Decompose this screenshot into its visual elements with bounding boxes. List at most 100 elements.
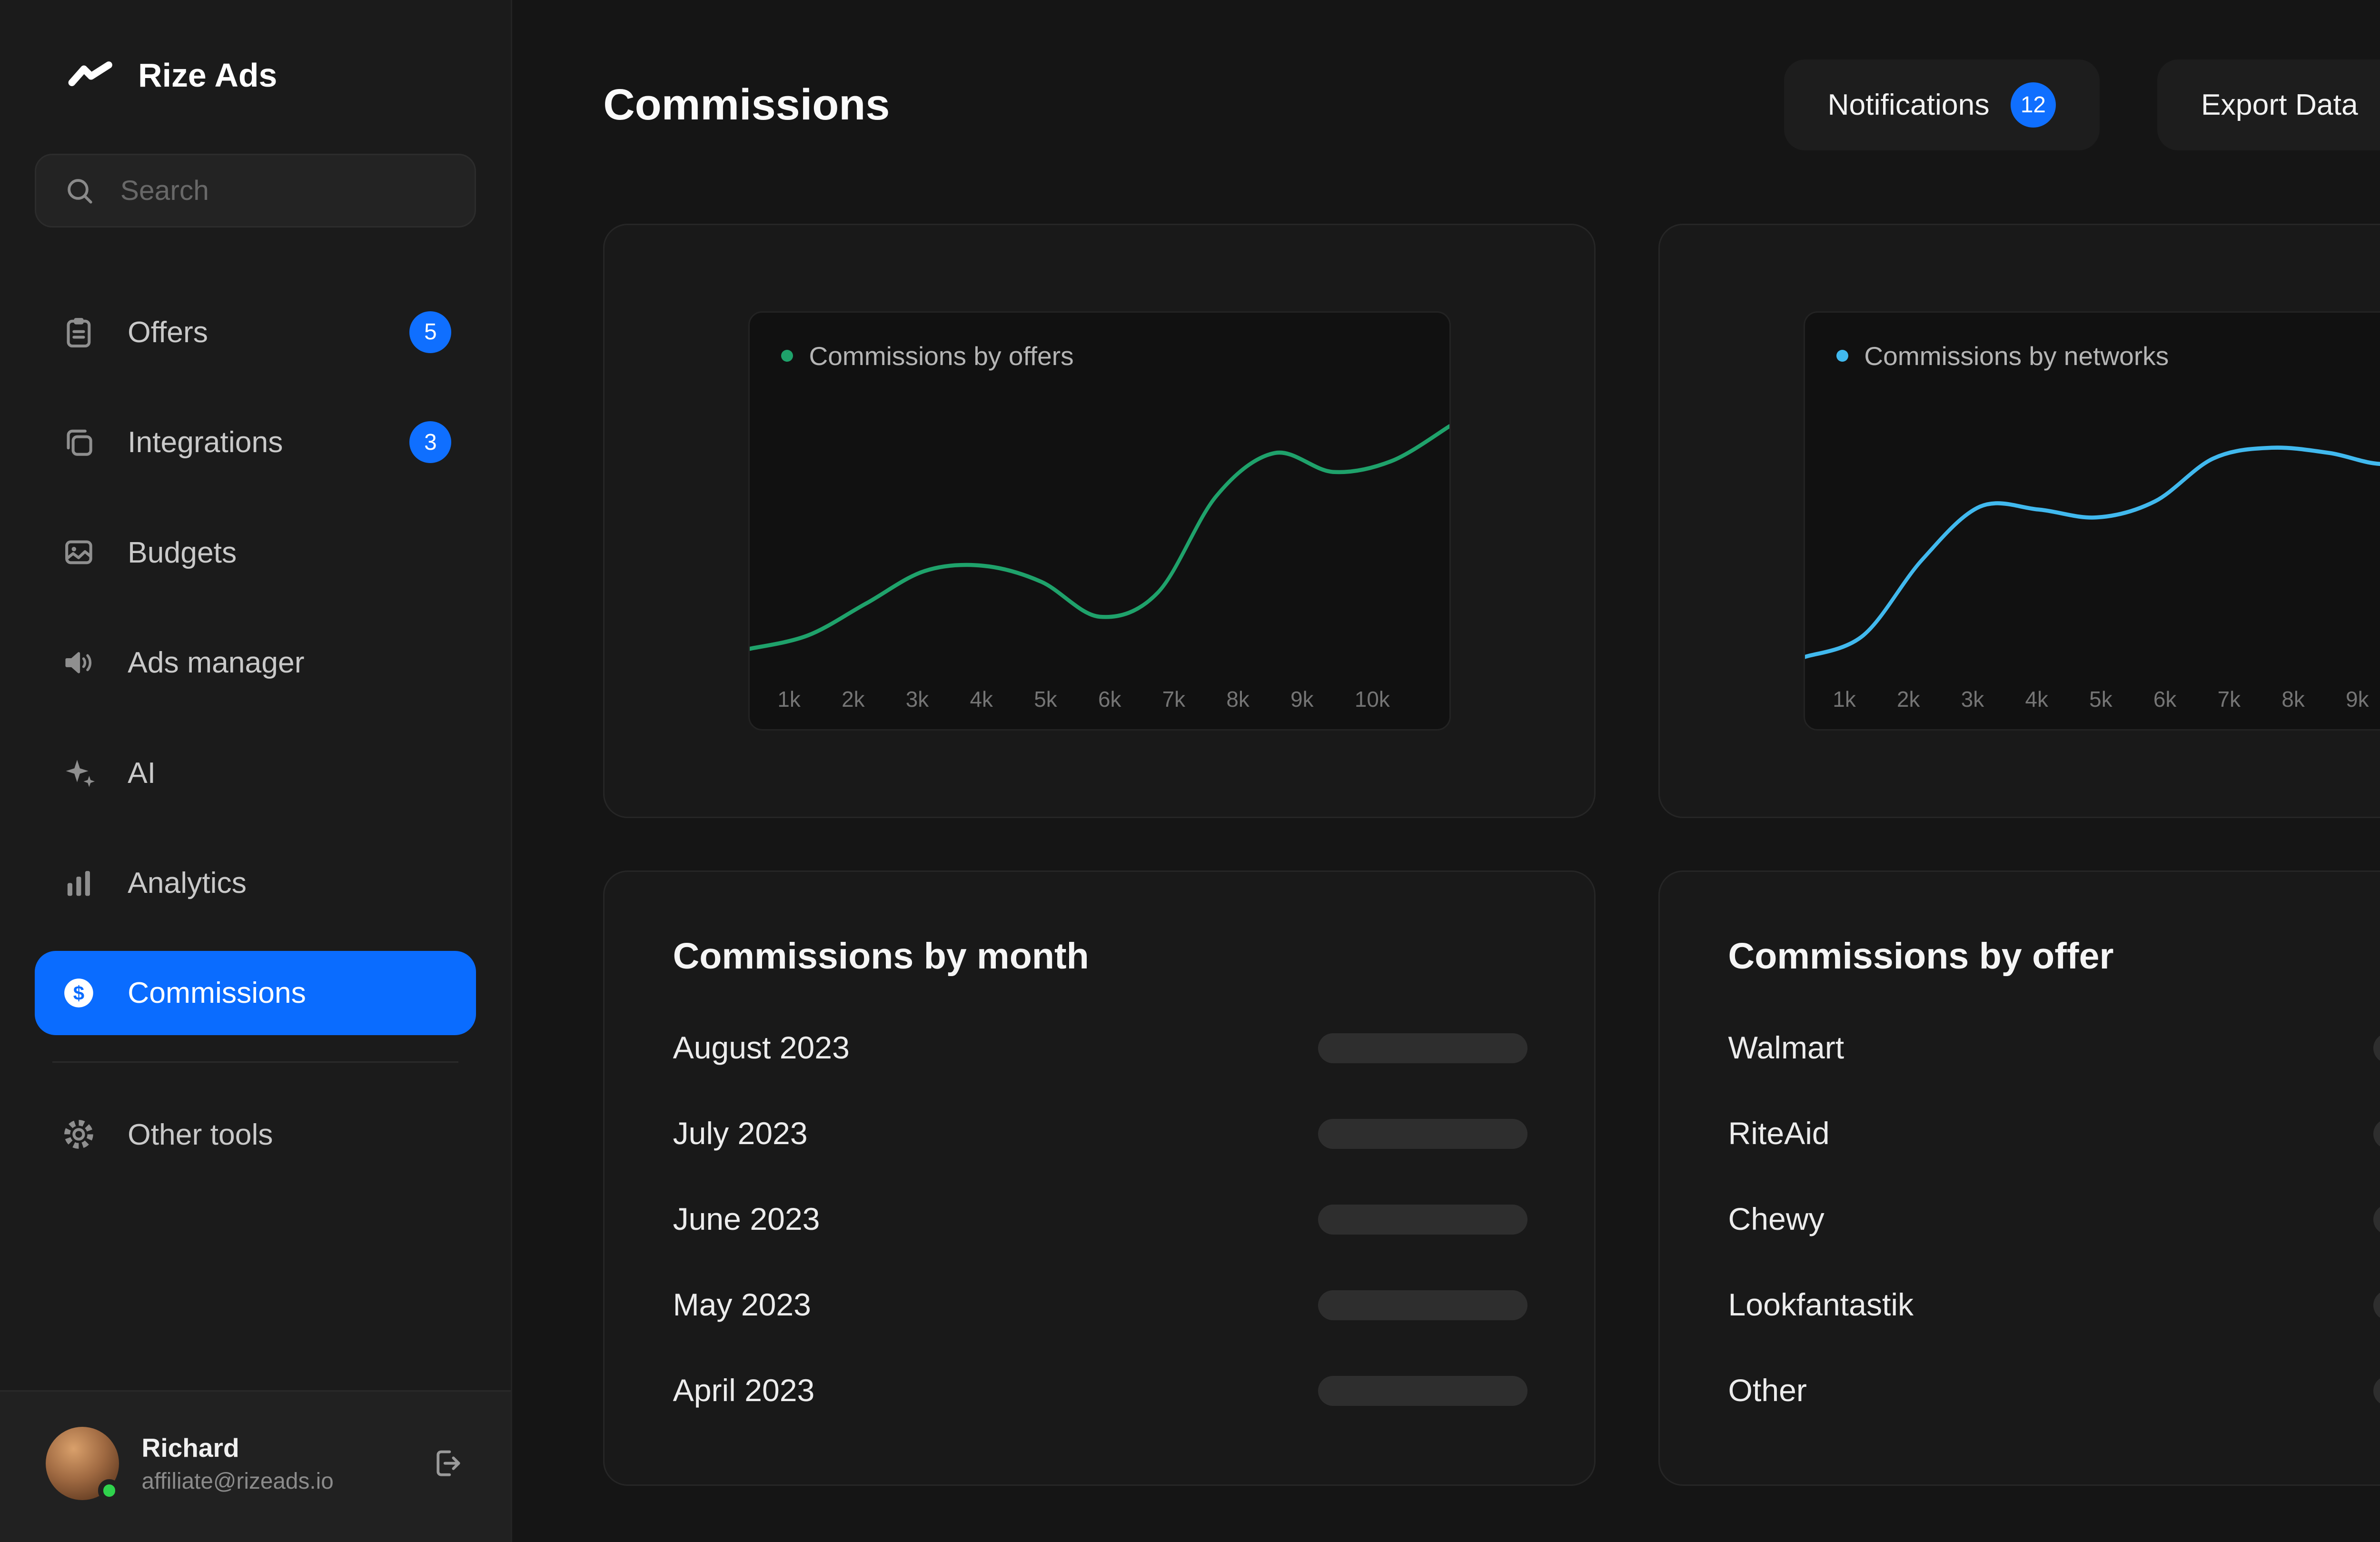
offers-line-chart: [749, 424, 1449, 651]
list-rows: August 2023 July 2023 June 2023 May 2023 Apr…: [657, 1005, 1528, 1433]
logout-icon: [436, 1450, 460, 1476]
search-box[interactable]: [35, 154, 476, 227]
notifications-button[interactable]: Notifications 12: [1784, 59, 2100, 150]
x-axis-ticks: 1k 2k 3k 4k 5k 6k 7k 8k 9k 10k: [750, 682, 1449, 712]
sidebar-item-other-tools[interactable]: Other tools: [35, 1093, 476, 1176]
rize-ads-logo-icon: [67, 56, 116, 95]
sidebar-item-budgets[interactable]: Budgets: [35, 511, 476, 594]
value-placeholder-bar: [1318, 1290, 1528, 1320]
export-data-button[interactable]: Export Data: [2157, 59, 2380, 150]
value-placeholder-bar: [1318, 1033, 1528, 1063]
list-row-may-2023: May 2023: [657, 1262, 1528, 1348]
search-input[interactable]: [117, 173, 448, 208]
item-count-badge: 5: [409, 311, 452, 353]
value-placeholder-bar: [2373, 1119, 2380, 1149]
value-placeholder-bar: [2373, 1376, 2380, 1406]
x-axis-tick-label: 6k: [1098, 686, 1121, 712]
main-content: Commissions Notifications 12 Export Data…: [512, 0, 2380, 1542]
x-axis-tick-label: 7k: [1162, 686, 1186, 712]
notifications-count-badge: 12: [2010, 82, 2056, 128]
legend-label: Commissions by offers: [809, 341, 1074, 371]
commissions-icon: $: [60, 974, 98, 1012]
online-status-dot: [98, 1479, 121, 1502]
sidebar-item-integrations[interactable]: Integrations 3: [35, 400, 476, 484]
integrations-icon: [60, 423, 98, 462]
chart-legend: Commissions by offers: [750, 341, 1449, 371]
value-placeholder-bar: [1318, 1376, 1528, 1406]
sidebar-item-offers[interactable]: Offers 5: [35, 290, 476, 374]
list-title: Commissions by offer: [1728, 935, 2114, 977]
list-row-walmart: Walmart: [1713, 1005, 2380, 1091]
avatar: [45, 1426, 121, 1502]
networks-chart-panel: Commissions by networks 1k 2k 3k 4k 5k 6k 7k 8k…: [1803, 311, 2380, 731]
networks-chart-card: Commissions by networks 1k 2k 3k 4k 5k 6k 7k 8k…: [1658, 224, 2380, 819]
value-placeholder-bar: [2373, 1205, 2380, 1235]
user-email: affiliate@rizeads.io: [141, 1468, 334, 1494]
legend-dot: [1836, 349, 1849, 362]
commissions-by-offer-card: Commissions by offer Walmart RiteAid Chewy…: [1658, 870, 2380, 1486]
ads-manager-icon: [60, 643, 98, 682]
x-axis-tick-label: 8k: [1226, 686, 1250, 712]
list-row-august-2023: August 2023: [657, 1005, 1528, 1091]
x-axis-tick-label: 2k: [1897, 686, 1920, 712]
x-axis-tick-label: 4k: [2025, 686, 2048, 712]
page-header: Commissions Notifications 12 Export Data…: [603, 59, 2380, 150]
user-panel: Richard affiliate@rizeads.io: [0, 1390, 511, 1542]
item-count-badge: 3: [409, 421, 452, 464]
networks-line-chart: [1805, 445, 2380, 659]
x-axis-tick-label: 7k: [2217, 686, 2241, 712]
list-row-june-2023: June 2023: [657, 1176, 1528, 1262]
header-actions: Notifications 12 Export Data Monthly: [1784, 59, 2380, 150]
offers-icon: [60, 313, 98, 352]
x-axis-tick-label: 4k: [970, 686, 993, 712]
x-axis-tick-label: 9k: [2346, 686, 2369, 712]
user-name: Richard: [141, 1433, 239, 1463]
sidebar-item-ai[interactable]: AI: [35, 731, 476, 814]
value-placeholder-bar: [1318, 1119, 1528, 1149]
search-icon: [63, 174, 96, 208]
user-meta: Richard affiliate@rizeads.io: [142, 1433, 334, 1494]
page-title: Commissions: [603, 80, 890, 129]
x-axis-tick-label: 8k: [2281, 686, 2305, 712]
ai-icon: [60, 753, 98, 792]
sidebar-divider: [52, 1061, 459, 1063]
logo: Rize Ads: [0, 0, 511, 94]
commissions-by-month-card: Commissions by month August 2023 July 202…: [603, 870, 1596, 1486]
list-rows: Walmart RiteAid Chewy Lookfantastik Other: [1713, 1005, 2380, 1433]
dashboard-grid: Commissions by offers 1k 2k 3k 4k 5k 6k 7k 8k 9k…: [603, 224, 2380, 1486]
logout-button[interactable]: [422, 1438, 473, 1489]
x-axis-tick-label: 9k: [1290, 686, 1314, 712]
x-axis-tick-label: 3k: [1961, 686, 1984, 712]
legend-label: Commissions by networks: [1864, 341, 2169, 371]
legend-dot: [781, 349, 793, 362]
x-axis-tick-label: 10k: [1354, 686, 1390, 712]
list-row-riteaid: RiteAid: [1713, 1091, 2380, 1176]
sidebar-item-ads-manager[interactable]: Ads manager: [35, 621, 476, 704]
sidebar-item-commissions[interactable]: $ Commissions: [35, 951, 476, 1035]
offers-chart-card: Commissions by offers 1k 2k 3k 4k 5k 6k 7k 8k 9k…: [603, 224, 1596, 819]
other-tools-icon: [60, 1115, 98, 1154]
list-row-other: Other: [1713, 1348, 2380, 1433]
chart-legend: Commissions by networks: [1805, 341, 2380, 371]
budgets-icon: [60, 533, 98, 572]
list-row-lookfantastik: Lookfantastik: [1713, 1262, 2380, 1348]
app-title: Rize Ads: [138, 56, 278, 94]
list-row-chewy: Chewy: [1713, 1176, 2380, 1262]
x-axis-tick-label: 1k: [1833, 686, 1856, 712]
x-axis-tick-label: 2k: [842, 686, 865, 712]
analytics-icon: [60, 864, 98, 902]
value-placeholder-bar: [1318, 1205, 1528, 1235]
sidebar-item-analytics[interactable]: Analytics: [35, 841, 476, 925]
offers-chart-panel: Commissions by offers 1k 2k 3k 4k 5k 6k 7k 8k 9k…: [748, 311, 1451, 731]
x-axis-tick-label: 5k: [1034, 686, 1057, 712]
x-axis-tick-label: 1k: [777, 686, 801, 712]
notifications-label: Notifications: [1827, 88, 1990, 122]
value-placeholder-bar: [2373, 1290, 2380, 1320]
list-row-july-2023: July 2023: [657, 1091, 1528, 1176]
x-axis-tick-label: 6k: [2153, 686, 2177, 712]
list-title: Commissions by month: [673, 935, 1089, 977]
value-placeholder-bar: [2373, 1033, 2380, 1063]
list-row-april-2023: April 2023: [657, 1348, 1528, 1433]
